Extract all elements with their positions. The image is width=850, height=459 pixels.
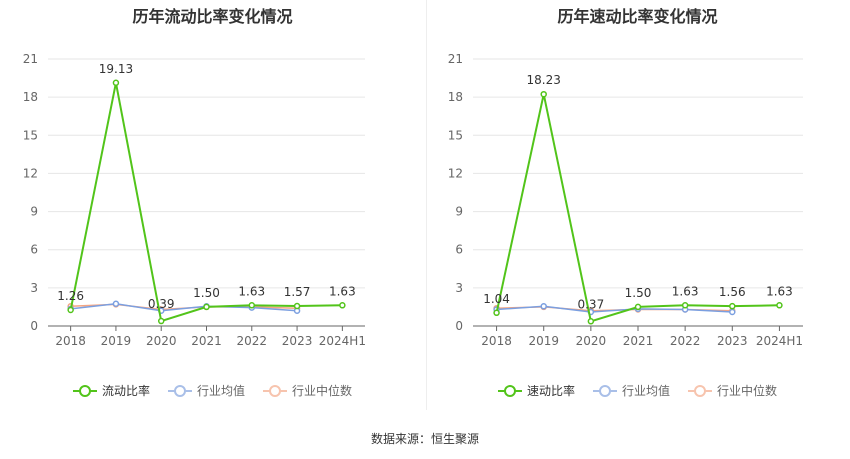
legend-label: 行业均值 [621,384,670,398]
panel-divider [426,0,427,410]
left-chart-panel: 历年流动比率变化情况 0 3 6 9 12 15 18 21 2018 2019 2020 2021 2… [0,0,425,410]
data-point [729,302,736,310]
x-tick-label: 2018 [55,334,86,348]
y-tick-label: 3 [30,281,38,295]
data-label: 1.04 [483,292,510,306]
data-label: 1.57 [284,285,311,299]
data-label: 1.63 [766,284,793,298]
x-tick-label: 2022 [670,334,701,348]
legend-item-industry-median[interactable]: 行业中位数 [263,382,352,399]
x-tick-label: 2019 [528,334,559,348]
data-label: 0.39 [148,297,175,311]
y-tick-label: 12 [23,166,38,180]
data-label: 1.50 [625,286,652,300]
data-label: 19.13 [99,62,133,76]
data-point [540,303,547,310]
data-label: 1.63 [329,284,356,298]
y-tick-label: 15 [23,128,38,142]
y-tick-label: 3 [455,281,463,295]
y-tick-label: 15 [448,128,463,142]
data-point [293,302,301,310]
legend-label: 行业中位数 [717,384,778,398]
data-label: 1.56 [719,285,746,299]
y-tick-label: 6 [455,243,463,257]
data-label: 0.37 [577,297,604,311]
data-point [112,300,120,307]
data-point [540,90,547,98]
y-tick-label: 12 [448,166,463,180]
data-point [587,318,595,325]
series-line-1 [496,305,733,313]
y-tick-label: 9 [455,205,463,219]
x-tick-label: 2023 [717,334,748,348]
right-chart-panel: 历年速动比率变化情况 0 3 6 9 12 15 18 21 2018 2019 2020 2021 2… [425,0,850,410]
data-label: 1.63 [672,284,699,298]
y-tick-label: 21 [23,52,38,66]
y-tick-label: 0 [455,319,463,333]
current-ratio-chart: 0 3 6 9 12 15 18 21 2018 2019 2020 2021 2022 2023 2024… [23,52,366,348]
legend-item-industry-median[interactable]: 行业中位数 [688,382,777,399]
data-label: 1.26 [57,289,84,303]
data-point [339,302,346,309]
y-tick-label: 0 [30,319,38,333]
data-point [729,308,736,316]
data-label: 1.50 [193,286,220,300]
legend-line-circle-icon [688,384,712,397]
series-line-1 [70,302,298,312]
data-source-note: 数据来源：恒生聚源 [370,432,479,446]
y-tick-label: 6 [30,243,38,257]
data-point [493,309,500,317]
data-point [681,302,689,309]
data-point [634,303,642,311]
chart-legend: 流动比率 行业均值 行业中位数 [0,382,425,399]
data-label: 1.63 [238,284,265,298]
x-tick-label: 2023 [282,334,313,348]
x-tick-label: 2020 [576,334,607,348]
legend-item-main[interactable]: 流动比率 [72,382,150,399]
x-tick-label: 2019 [101,334,132,348]
data-point [776,302,783,309]
x-tick-label: 2024H1 [756,334,803,348]
x-tick-label: 2021 [623,334,654,348]
y-tick-label: 21 [448,52,463,66]
legend-line-circle-icon [263,384,287,397]
data-point [112,79,120,87]
quick-ratio-chart: 0 3 6 9 12 15 18 21 2018 2019 2020 2021 2022 2023 2024… [448,52,803,348]
data-point [157,317,165,325]
x-tick-label: 2024H1 [319,334,366,348]
data-label: 18.23 [527,73,561,87]
legend-item-main[interactable]: 速动比率 [497,382,575,399]
chart-title: 历年流动比率变化情况 [132,7,293,26]
y-tick-label: 18 [448,90,463,104]
legend-line-circle-icon [592,384,617,397]
legend-line-circle-icon [497,384,522,397]
chart-title: 历年速动比率变化情况 [557,7,718,26]
legend-label: 流动比率 [101,384,150,398]
legend-label: 速动比率 [526,384,575,398]
data-point [203,303,210,311]
x-tick-label: 2022 [237,334,268,348]
x-tick-label: 2018 [481,334,512,348]
legend-item-industry-mean[interactable]: 行业均值 [592,382,670,399]
y-tick-label: 18 [23,90,38,104]
data-point [248,302,256,309]
y-tick-label: 9 [30,205,38,219]
legend-label: 行业中位数 [292,384,353,398]
data-point [67,306,74,314]
legend-line-circle-icon [72,384,97,397]
x-tick-label: 2021 [191,334,222,348]
chart-legend: 速动比率 行业均值 行业中位数 [425,382,850,399]
legend-line-circle-icon [167,384,192,397]
x-tick-label: 2020 [146,334,177,348]
legend-label: 行业均值 [196,384,245,398]
legend-item-industry-mean[interactable]: 行业均值 [167,382,245,399]
